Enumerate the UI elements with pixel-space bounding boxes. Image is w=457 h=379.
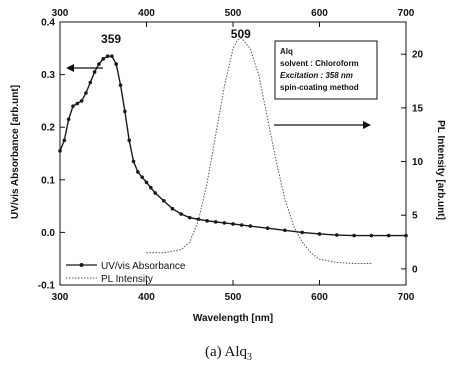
absorbance-point (110, 54, 114, 58)
legend-marker-absorbance (80, 263, 84, 267)
absorbance-point (214, 220, 218, 224)
figure-caption: (a) Alq3 (0, 344, 457, 363)
info-line-method: spin-coating method (280, 83, 359, 92)
absorbance-point (335, 233, 339, 237)
peak-label: 359 (101, 32, 121, 46)
absorbance-point (283, 228, 287, 232)
absorbance-point (318, 232, 322, 236)
caption-subscript: 3 (247, 352, 252, 363)
peak-label: 509 (231, 27, 251, 41)
absorbance-point (93, 70, 97, 74)
absorbance-point (145, 181, 149, 185)
absorbance-point (101, 57, 105, 61)
info-line-compound: Alq (280, 47, 293, 56)
absorbance-point (153, 191, 157, 195)
absorbance-point (249, 224, 253, 228)
legend-label-absorbance: UV/vis Absorbance (101, 261, 186, 272)
x-tick-label-bottom: 500 (225, 292, 242, 303)
x-axis-title: Wavelength [nm] (193, 313, 273, 324)
info-box: Alq solvent : Chloroform Excitation : 35… (275, 41, 377, 99)
absorbance-point (149, 186, 153, 190)
left-y-tick-label: 0.3 (41, 70, 55, 81)
absorbance-point (140, 175, 144, 179)
absorbance-point (132, 160, 136, 164)
absorbance-point (97, 62, 101, 66)
right-y-axis-title: PL Intensity [arb.unt] (435, 120, 446, 220)
absorbance-point (370, 234, 374, 238)
absorbance-point (123, 110, 127, 114)
right-y-tick-label: 0 (412, 264, 418, 275)
absorbance-point (127, 139, 131, 143)
absorbance-point (223, 221, 227, 225)
absorbance-point (179, 212, 183, 216)
right-y-tick-label: 20 (412, 50, 424, 61)
left-y-tick-label: -0.1 (38, 281, 56, 292)
info-line-excitation: Excitation : 358 nm (280, 71, 353, 80)
left-axis-arrow (66, 64, 103, 72)
absorbance-point (80, 99, 84, 103)
right-y-tick-label: 15 (412, 103, 424, 114)
legend-label-pl: PL Intensity (101, 274, 153, 285)
absorbance-point (171, 207, 175, 211)
absorbance-point (188, 216, 192, 220)
absorbance-point (119, 83, 123, 87)
absorbance-point (387, 234, 391, 238)
x-tick-label-bottom: 400 (138, 292, 155, 303)
absorbance-point (136, 170, 140, 174)
absorbance-point (106, 54, 110, 58)
x-tick-label-bottom: 600 (311, 292, 328, 303)
absorbance-point (88, 81, 92, 85)
left-y-tick-label: 0.1 (41, 175, 55, 186)
absorbance-point (58, 149, 62, 153)
right-y-tick-label: 10 (412, 157, 424, 168)
x-tick-label-top: 600 (311, 8, 328, 19)
x-tick-label-bottom: 700 (398, 292, 415, 303)
absorbance-point (162, 199, 166, 203)
left-y-tick-label: 0.0 (41, 228, 55, 239)
absorbance-point (84, 91, 88, 95)
absorbance-point (300, 231, 304, 235)
absorbance-point (231, 222, 235, 226)
x-tick-label-top: 400 (138, 8, 155, 19)
info-line-solvent: solvent : Chloroform (280, 59, 359, 68)
x-tick-label-bottom: 300 (52, 292, 69, 303)
left-y-axis-title: UV/vis Absorbance [arb.unt] (10, 85, 21, 219)
absorbance-point (63, 139, 67, 143)
absorbance-point (352, 234, 356, 238)
left-y-tick-label: 0.2 (41, 123, 55, 134)
right-y-tick-label: 5 (412, 211, 418, 222)
absorbance-pl-chart: 300300400400500500600600700700-0.10.00.1… (0, 0, 457, 340)
absorbance-point (76, 102, 80, 106)
left-y-tick-label: 0.4 (41, 18, 55, 29)
absorbance-point (71, 104, 75, 108)
absorbance-point (205, 219, 209, 223)
right-axis-arrow (274, 121, 371, 129)
absorbance-point (240, 223, 244, 227)
absorbance-point (266, 226, 270, 230)
x-tick-label-top: 500 (225, 8, 242, 19)
caption-label: (a) Alq (205, 344, 247, 360)
x-tick-label-top: 700 (398, 8, 415, 19)
absorbance-point (67, 118, 71, 122)
absorbance-point (114, 62, 118, 66)
absorbance-point (404, 234, 408, 238)
legend: UV/vis Absorbance PL Intensity (66, 261, 186, 285)
